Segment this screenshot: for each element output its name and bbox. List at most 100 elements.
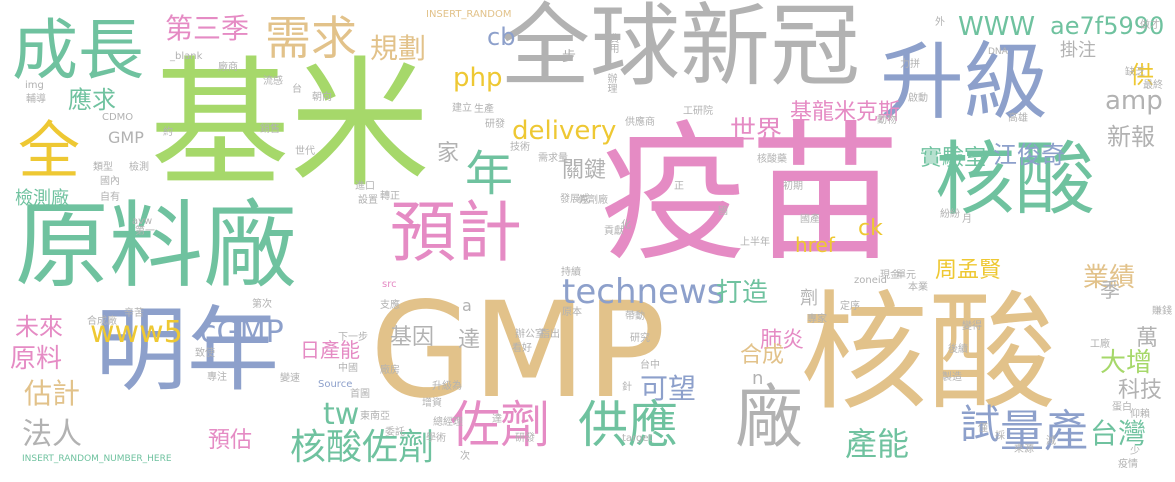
cloud-word: 看好 — [512, 343, 532, 354]
cloud-word: 次 — [460, 451, 470, 462]
cloud-word: GMP — [370, 274, 666, 428]
cloud-word: 變得 — [962, 321, 982, 332]
cloud-word: 賺錢 — [1152, 306, 1172, 317]
cloud-word: 步 — [562, 49, 576, 65]
cloud-word: src — [382, 279, 397, 290]
cloud-word: 正 — [674, 181, 684, 192]
cloud-word: 科技 — [1118, 378, 1163, 403]
cloud-word: _blank — [170, 51, 203, 62]
cloud-word: 可望 — [640, 372, 697, 405]
cloud-word: href — [795, 233, 835, 257]
cloud-word: 研發 — [485, 119, 505, 130]
cloud-word: 費用 — [607, 33, 618, 53]
cloud-word: WWW — [958, 12, 1036, 42]
cloud-word: 國產 — [800, 214, 820, 225]
cloud-word: 辛苦 — [124, 308, 144, 319]
cloud-word: 外 — [935, 17, 945, 28]
cloud-word: 類型 — [93, 162, 113, 173]
cloud-word: 減 — [1046, 436, 1056, 447]
cloud-word: avw — [132, 216, 153, 227]
cloud-word: 日產能 — [300, 338, 360, 362]
cloud-word: 發展成 — [560, 194, 590, 205]
cloud-word: 檢測 — [129, 162, 149, 173]
cloud-word: 周孟賢 — [935, 258, 1002, 283]
cloud-word: 劑 — [800, 288, 818, 309]
cloud-word: 工廠 — [1090, 339, 1110, 350]
cloud-word: ck — [858, 216, 883, 241]
cloud-word: 台灣 — [1090, 417, 1147, 450]
cloud-word: 持續 — [561, 267, 581, 278]
cloud-word: 自有 — [100, 192, 120, 203]
cloud-word: 廠商 — [218, 62, 238, 73]
cloud-word: 高雄 — [1008, 113, 1028, 124]
cloud-word: INSERT_RANDOM_NUMBER_HERE — [22, 454, 172, 464]
cloud-word: 產能 — [845, 425, 910, 463]
cloud-word: 需求 — [265, 11, 357, 65]
cloud-word: 缺乏 — [1125, 67, 1145, 78]
cloud-word: 達 — [458, 328, 481, 353]
cloud-word: 預計 — [390, 194, 522, 271]
cloud-word: 佐劑 — [450, 396, 550, 454]
cloud-word: 萬 — [1136, 326, 1159, 351]
cloud-word: 試 — [960, 402, 1000, 448]
cloud-word: 進口 — [355, 181, 375, 192]
cloud-word: 建立 — [452, 103, 472, 114]
cloud-word: 製造 — [942, 372, 962, 383]
cloud-word: 供 — [1130, 61, 1154, 89]
cloud-word: 升級 — [880, 33, 1049, 131]
cloud-word: 專注 — [207, 372, 227, 383]
cloud-word: img — [25, 80, 44, 91]
cloud-word: 增資 — [422, 398, 442, 409]
cloud-word: 動物 — [877, 115, 897, 126]
cloud-word: 國 — [718, 206, 728, 217]
cloud-word: INSERT_RANDOM — [426, 9, 512, 20]
cloud-word: 朝向 — [312, 92, 332, 103]
cloud-word: 下一步 — [338, 332, 368, 343]
cloud-word: 國內 — [100, 176, 120, 187]
cloud-word: GMP — [108, 128, 144, 147]
cloud-word: 估計 — [24, 377, 81, 410]
cloud-word: 研發 — [515, 433, 535, 444]
cloud-word: 流感 — [263, 76, 283, 87]
cloud-word: 辦理 — [605, 73, 616, 93]
cloud-word: 基米 — [150, 44, 431, 207]
cloud-word: 江俊奇 — [993, 141, 1065, 169]
cloud-word: zoneid — [854, 275, 887, 286]
cloud-word: 季 — [1100, 278, 1120, 302]
cloud-word: 第一 — [135, 226, 155, 237]
cloud-word: 上半年 — [740, 237, 770, 248]
cloud-word: delivery — [512, 116, 617, 146]
cloud-word: 專家 — [807, 314, 827, 325]
cloud-word: 中國 — [338, 363, 358, 374]
cloud-word: 輔導 — [26, 94, 46, 105]
cloud-word: 需求量 — [538, 153, 568, 164]
cloud-word: 肺炎 — [760, 328, 805, 353]
cloud-word: 指出 — [540, 329, 560, 340]
cloud-word: tw — [323, 397, 360, 432]
cloud-word: 升級為 — [432, 381, 462, 392]
cloud-word: DNA — [988, 47, 1008, 57]
cloud-word: 核酸藥 — [757, 154, 787, 165]
cloud-word: 仰賴 — [1130, 409, 1150, 420]
cloud-word: 本業 — [908, 282, 928, 293]
cloud-word: ae7f5990 — [1050, 12, 1165, 40]
cloud-word: a — [462, 296, 472, 315]
cloud-word: 化 — [621, 220, 631, 231]
cloud-word: 疫苗 — [600, 108, 901, 282]
cloud-word: 致使 — [195, 348, 215, 359]
cloud-word: 基龍米克斯 — [790, 100, 901, 125]
cloud-word: 打造 — [716, 278, 769, 308]
cloud-word: 全球新冠 — [500, 0, 860, 99]
cloud-word: 生產 — [474, 104, 494, 115]
cloud-word: 設置 — [358, 195, 378, 206]
cloud-word: 預估 — [208, 428, 253, 453]
cloud-word: 最終 — [1143, 80, 1163, 91]
cloud-word: 量產 — [1000, 406, 1088, 457]
cloud-word: 核酸 — [935, 133, 1095, 226]
cloud-word: 掛注 — [1060, 40, 1096, 61]
cloud-word: 委託 — [385, 427, 405, 438]
cloud-word: 月 — [962, 214, 972, 225]
cloud-word: 合成 — [740, 343, 785, 368]
cloud-word: amp — [1105, 86, 1163, 116]
cloud-word: php — [453, 63, 503, 93]
